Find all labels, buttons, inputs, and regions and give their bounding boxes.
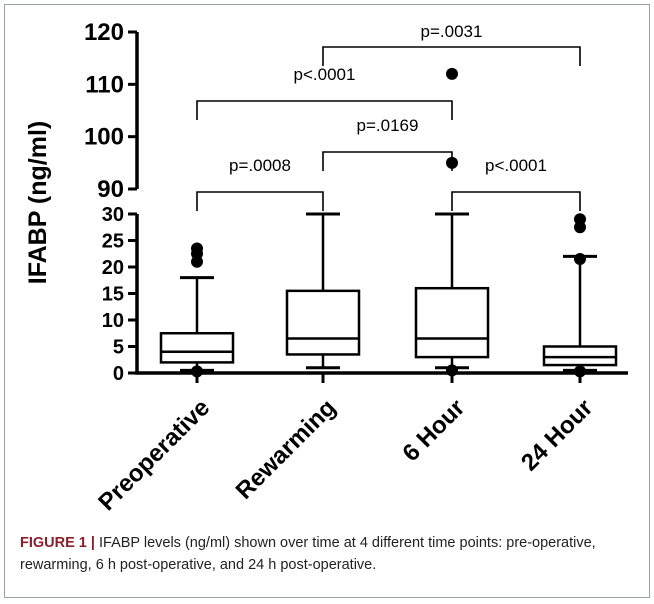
x-tick-label: Preoperative (93, 394, 215, 516)
outlier-point (446, 364, 458, 377)
caption-lead: FIGURE 1 | (20, 535, 95, 551)
box (159, 332, 235, 364)
y-tick-label: 0 (113, 363, 124, 385)
significance-bracket (322, 46, 581, 66)
significance-bracket (322, 151, 453, 171)
y-tick-label: 90 (97, 176, 124, 203)
x-tick-label: Rewarming (231, 394, 342, 505)
outlier-point (574, 213, 586, 226)
significance-bracket (451, 191, 581, 211)
outlier-point (191, 242, 203, 255)
p-value-label: p<.0001 (485, 156, 547, 175)
y-tick-label: 30 (102, 204, 124, 226)
x-tick-label: 6 Hour (397, 394, 470, 467)
p-value-label: p<.0001 (294, 65, 356, 84)
caption-text: IFABP levels (ng/ml) shown over time at … (20, 535, 596, 573)
y-tick-label: 10 (102, 310, 124, 332)
y-tick-label: 120 (84, 19, 124, 46)
box (414, 286, 490, 359)
y-tick-label: 20 (102, 257, 124, 279)
y-tick-label: 25 (102, 231, 124, 253)
figure-caption: FIGURE 1 | IFABP levels (ng/ml) shown ov… (20, 532, 640, 576)
box (542, 345, 618, 367)
figure-frame (4, 4, 650, 598)
outlier-point (446, 67, 458, 80)
significance-bracket (196, 191, 324, 211)
p-value-label: p=.0031 (421, 22, 483, 41)
p-value-label: p=.0169 (357, 116, 419, 135)
outlier-point (574, 253, 586, 266)
y-tick-label: 15 (102, 284, 124, 306)
outlier-point (191, 365, 203, 378)
y-axis-label: IFABP (ng/ml) (24, 121, 52, 284)
outlier-point (574, 365, 586, 378)
significance-bracket (196, 100, 453, 120)
box (285, 289, 361, 356)
y-tick-label: 110 (85, 71, 124, 98)
p-value-label: p=.0008 (229, 156, 291, 175)
y-tick-label: 100 (84, 124, 124, 151)
y-tick-label: 5 (113, 337, 124, 359)
x-tick-label: 24 Hour (516, 394, 598, 476)
